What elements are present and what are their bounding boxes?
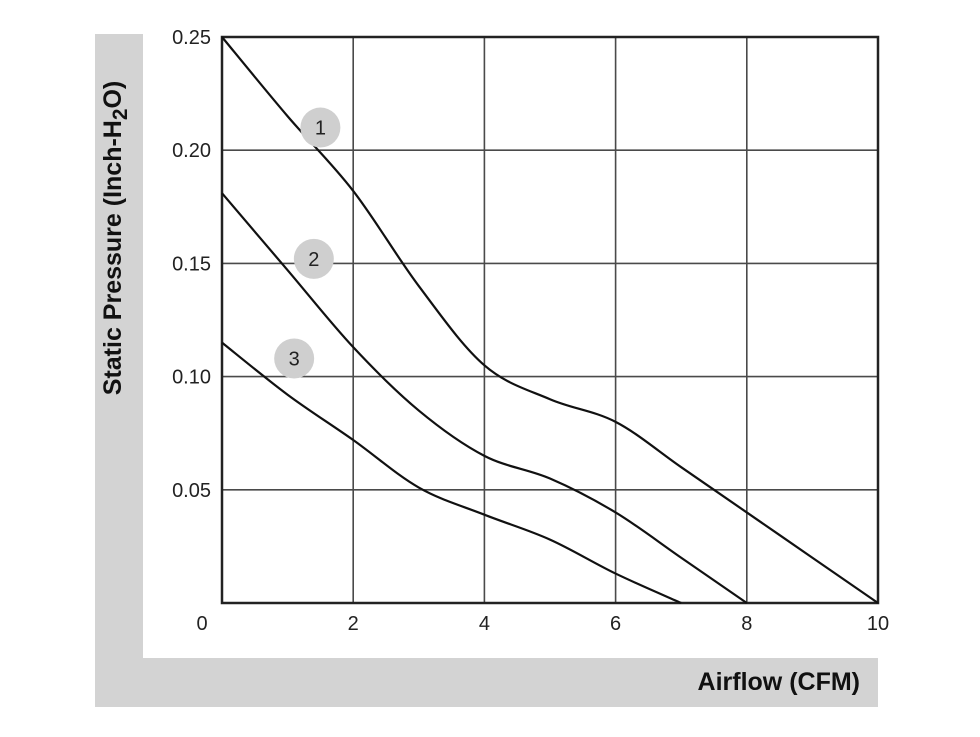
- y-tick-label: 0.15: [172, 253, 211, 275]
- series-badge-label-2: 2: [308, 249, 319, 271]
- series-badge-label-3: 3: [289, 348, 300, 370]
- x-tick-label: 4: [479, 613, 490, 635]
- x-tick-label: 6: [610, 613, 621, 635]
- y-tick-label: 0.20: [172, 140, 211, 162]
- y-tick-label: 0.25: [172, 27, 211, 49]
- series-line-1: [221, 36, 879, 604]
- axis-frame-left: [95, 34, 143, 707]
- y-tick-label: 0.10: [172, 367, 211, 389]
- series-badge-3: [274, 338, 315, 379]
- y-tick-label: 0.05: [172, 480, 211, 502]
- x-axis-label: Airflow (CFM): [697, 668, 860, 696]
- series-line-2: [221, 192, 748, 604]
- series-badge-label-1: 1: [315, 118, 326, 140]
- series-line-3: [221, 341, 682, 605]
- x-tick-label: 8: [741, 613, 752, 635]
- series-badge-2: [293, 238, 334, 279]
- x-tick-label: 0: [196, 613, 207, 635]
- series-badge-1: [300, 107, 341, 148]
- x-tick-label: 2: [348, 613, 359, 635]
- plot-border: [220, 35, 880, 605]
- x-tick-label: 10: [867, 613, 889, 635]
- axis-frame-bottom: [95, 658, 878, 707]
